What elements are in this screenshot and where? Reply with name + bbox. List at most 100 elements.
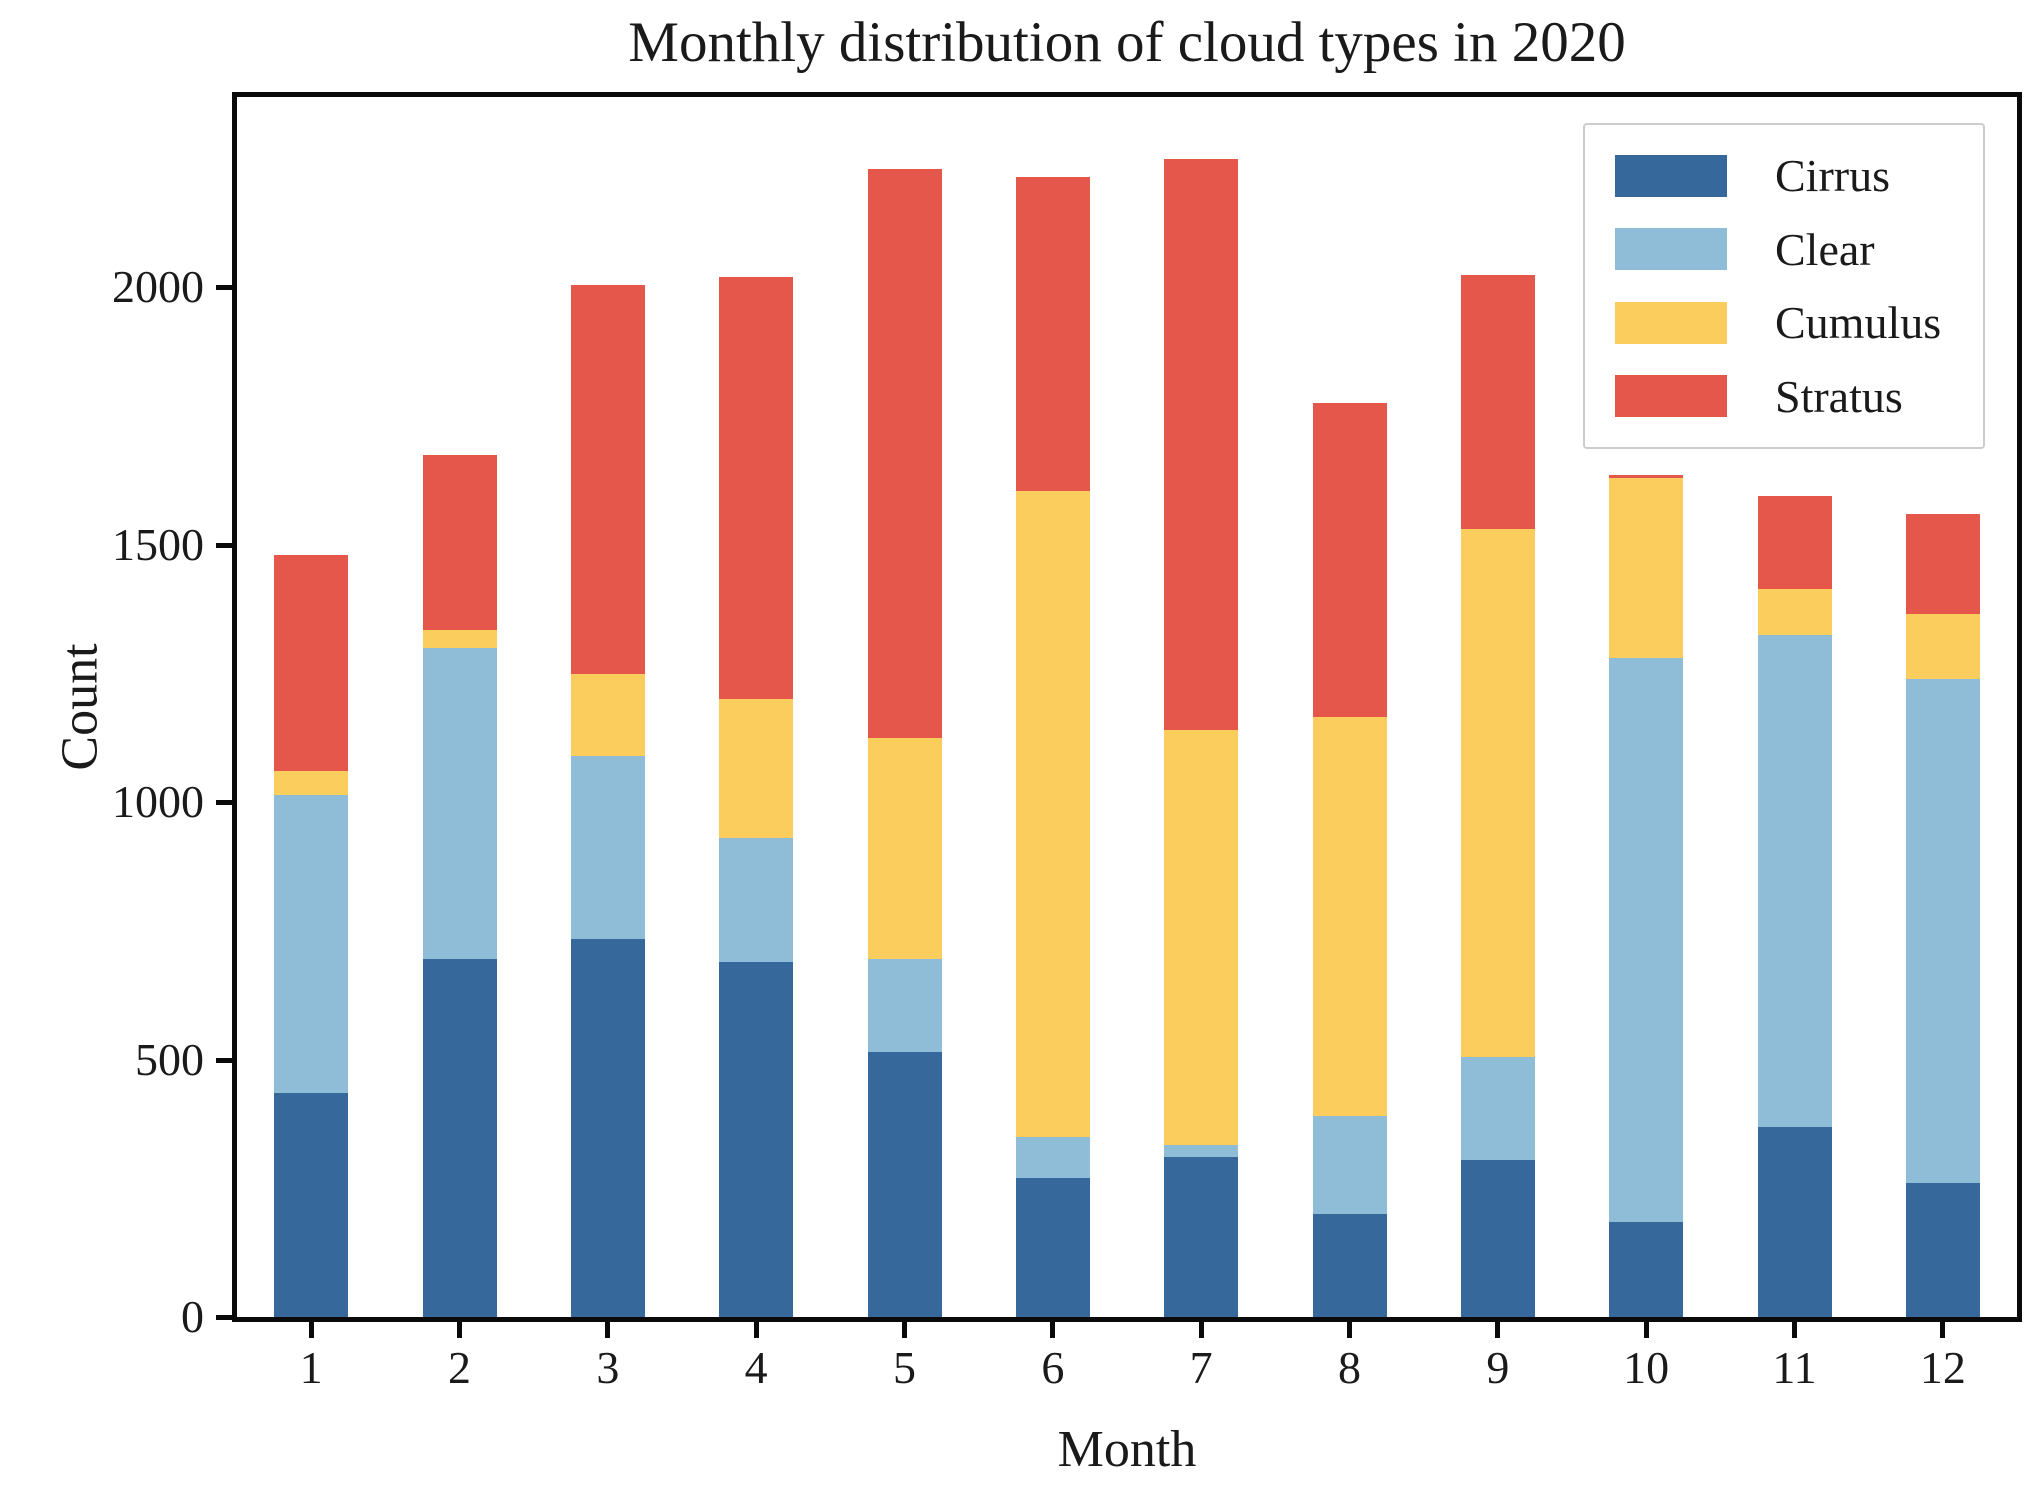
bar-month-8-cumulus bbox=[1312, 717, 1387, 1117]
bar-month-8-cirrus bbox=[1312, 1214, 1387, 1317]
bar-month-10-stratus bbox=[1609, 475, 1684, 478]
legend-label-stratus: Stratus bbox=[1775, 370, 1903, 422]
x-tick-mark-9 bbox=[1495, 1322, 1501, 1338]
chart-title: Monthly distribution of cloud types in 2… bbox=[628, 11, 1626, 74]
x-tick-label-2: 2 bbox=[448, 1342, 471, 1393]
legend-label-clear: Clear bbox=[1775, 223, 1875, 275]
bar-month-9-clear bbox=[1460, 1057, 1535, 1160]
bar-month-2-clear bbox=[422, 647, 497, 960]
x-tick-mark-7 bbox=[1198, 1322, 1204, 1338]
bar-month-12-clear bbox=[1905, 678, 1980, 1184]
bar-month-1-cumulus bbox=[274, 771, 349, 795]
bar-month-12-cirrus bbox=[1905, 1183, 1980, 1317]
legend-label-cumulus: Cumulus bbox=[1775, 297, 1942, 349]
y-tick-mark-500 bbox=[216, 1057, 232, 1063]
x-tick-label-8: 8 bbox=[1338, 1342, 1361, 1393]
plot-area bbox=[232, 92, 2022, 1322]
y-tick-mark-2000 bbox=[216, 285, 232, 291]
x-tick-mark-4 bbox=[753, 1322, 759, 1338]
legend-swatch-clear bbox=[1615, 228, 1727, 271]
bar-month-11-cirrus bbox=[1757, 1126, 1832, 1317]
y-tick-label-2000: 2000 bbox=[112, 261, 204, 313]
bar-month-1-clear bbox=[274, 794, 349, 1094]
bar-month-4-cumulus bbox=[719, 699, 794, 839]
bar-month-4-stratus bbox=[719, 277, 794, 700]
bar-month-11-cumulus bbox=[1757, 588, 1832, 635]
bar-month-3-cumulus bbox=[570, 673, 645, 756]
bar-month-7-clear bbox=[1164, 1144, 1239, 1158]
x-tick-mark-1 bbox=[308, 1322, 314, 1338]
legend-swatch-stratus bbox=[1615, 375, 1727, 418]
y-axis-label: Count bbox=[51, 643, 109, 771]
bar-month-5-clear bbox=[867, 959, 942, 1052]
y-tick-label-500: 500 bbox=[135, 1033, 204, 1085]
y-tick-label-1000: 1000 bbox=[112, 776, 204, 828]
x-tick-mark-8 bbox=[1347, 1322, 1352, 1338]
x-tick-label-3: 3 bbox=[596, 1342, 620, 1393]
legend-swatch-cumulus bbox=[1615, 301, 1727, 344]
y-tick-mark-1500 bbox=[216, 542, 232, 548]
bar-month-6-clear bbox=[1015, 1136, 1090, 1178]
bar-month-3-cirrus bbox=[570, 938, 645, 1317]
y-tick-mark-0 bbox=[216, 1315, 232, 1320]
x-tick-label-9: 9 bbox=[1486, 1342, 1510, 1393]
legend-item-clear: Clear bbox=[1615, 223, 1953, 276]
bar-month-12-cumulus bbox=[1905, 614, 1980, 679]
bar-month-1-stratus bbox=[274, 555, 349, 772]
bar-month-5-stratus bbox=[867, 169, 942, 738]
x-tick-label-10: 10 bbox=[1623, 1342, 1670, 1393]
bar-month-7-cirrus bbox=[1164, 1157, 1239, 1317]
bar-month-6-cirrus bbox=[1015, 1178, 1090, 1317]
bar-month-2-cirrus bbox=[422, 959, 497, 1317]
bar-month-9-stratus bbox=[1460, 274, 1535, 530]
x-tick-label-6: 6 bbox=[1041, 1342, 1065, 1393]
legend-item-cumulus: Cumulus bbox=[1615, 296, 1953, 349]
bar-month-3-clear bbox=[570, 755, 645, 939]
x-tick-mark-10 bbox=[1643, 1322, 1649, 1338]
bar-month-6-cumulus bbox=[1015, 490, 1090, 1137]
y-tick-label-1500: 1500 bbox=[112, 518, 204, 570]
legend-label-cirrus: Cirrus bbox=[1775, 150, 1890, 202]
bar-month-10-clear bbox=[1609, 658, 1684, 1222]
legend-item-stratus: Stratus bbox=[1615, 370, 1953, 423]
bar-month-12-stratus bbox=[1905, 513, 1980, 615]
x-tick-label-12: 12 bbox=[1919, 1342, 1966, 1393]
x-tick-label-1: 1 bbox=[299, 1342, 323, 1393]
bar-month-11-stratus bbox=[1757, 495, 1832, 589]
x-tick-mark-5 bbox=[902, 1322, 907, 1338]
y-tick-label-0: 0 bbox=[181, 1291, 204, 1342]
legend-item-cirrus: Cirrus bbox=[1615, 149, 1953, 202]
legend: Cirrus Clear Cumulus Stratus bbox=[1583, 123, 1985, 449]
bar-month-5-cumulus bbox=[867, 737, 942, 960]
bar-month-9-cumulus bbox=[1460, 529, 1535, 1058]
x-tick-mark-6 bbox=[1050, 1322, 1056, 1338]
bar-month-11-clear bbox=[1757, 634, 1832, 1127]
bar-month-6-stratus bbox=[1015, 176, 1090, 491]
bar-month-4-cirrus bbox=[719, 961, 794, 1317]
x-tick-label-11: 11 bbox=[1772, 1342, 1817, 1393]
bar-month-7-cumulus bbox=[1164, 730, 1239, 1145]
x-tick-label-5: 5 bbox=[893, 1342, 916, 1393]
x-tick-mark-3 bbox=[605, 1322, 611, 1338]
x-tick-mark-12 bbox=[1940, 1322, 1946, 1338]
x-tick-mark-11 bbox=[1792, 1322, 1797, 1338]
bar-month-3-stratus bbox=[570, 284, 645, 674]
bar-month-8-clear bbox=[1312, 1116, 1387, 1215]
x-tick-mark-2 bbox=[457, 1322, 462, 1338]
bar-month-8-stratus bbox=[1312, 403, 1387, 718]
bar-month-5-cirrus bbox=[867, 1051, 942, 1317]
bar-month-4-clear bbox=[719, 838, 794, 962]
bar-month-2-stratus bbox=[422, 454, 497, 630]
bar-month-2-cumulus bbox=[422, 629, 497, 648]
bar-month-7-stratus bbox=[1164, 158, 1239, 731]
x-tick-label-7: 7 bbox=[1189, 1342, 1213, 1393]
legend-swatch-cirrus bbox=[1615, 154, 1727, 197]
x-axis-label: Month bbox=[1057, 1421, 1197, 1478]
bar-month-1-cirrus bbox=[274, 1093, 349, 1317]
bar-month-10-cumulus bbox=[1609, 477, 1684, 659]
x-tick-label-4: 4 bbox=[744, 1342, 768, 1393]
bar-month-10-cirrus bbox=[1609, 1221, 1684, 1317]
bar-month-9-cirrus bbox=[1460, 1159, 1535, 1317]
y-tick-mark-1000 bbox=[216, 800, 232, 806]
